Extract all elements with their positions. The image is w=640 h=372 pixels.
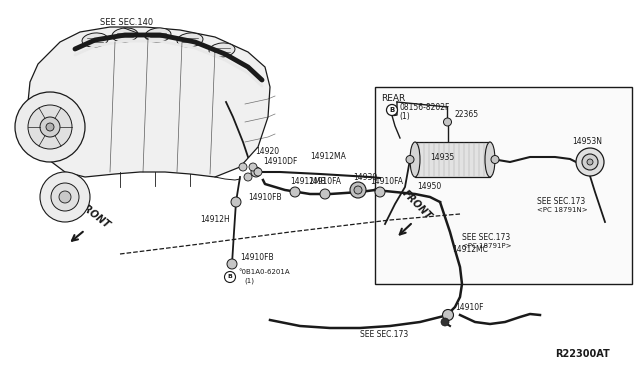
Circle shape	[387, 105, 397, 115]
Text: 14910DF: 14910DF	[263, 157, 298, 166]
Text: 14912MC: 14912MC	[452, 245, 488, 254]
Text: 14912MB: 14912MB	[290, 177, 326, 186]
Circle shape	[51, 183, 79, 211]
Text: <PC 18791N>: <PC 18791N>	[537, 207, 588, 213]
Circle shape	[40, 172, 90, 222]
Text: 08156-8202F: 08156-8202F	[399, 103, 449, 112]
Text: B: B	[389, 107, 395, 113]
Text: 14950: 14950	[417, 182, 441, 191]
Circle shape	[225, 272, 236, 282]
Text: FRONT: FRONT	[400, 189, 433, 222]
Bar	[415, 142, 490, 177]
Text: REAR: REAR	[381, 94, 405, 103]
Circle shape	[441, 318, 449, 326]
Ellipse shape	[209, 43, 235, 57]
Ellipse shape	[485, 142, 495, 177]
Circle shape	[587, 159, 593, 165]
Circle shape	[582, 154, 598, 170]
Ellipse shape	[145, 28, 171, 42]
Text: 14920: 14920	[255, 147, 279, 156]
Text: 14910F: 14910F	[455, 303, 483, 312]
Text: 14910FA: 14910FA	[370, 177, 403, 186]
Text: 14910FA: 14910FA	[308, 177, 341, 186]
Circle shape	[40, 117, 60, 137]
Circle shape	[576, 148, 604, 176]
Text: SEE SEC.140: SEE SEC.140	[100, 18, 153, 27]
Circle shape	[227, 259, 237, 269]
Text: B: B	[228, 275, 232, 279]
Text: 14939: 14939	[353, 173, 377, 182]
Ellipse shape	[112, 28, 138, 42]
Text: 14912H: 14912H	[200, 215, 230, 224]
Text: SEE SEC.173: SEE SEC.173	[360, 330, 408, 339]
Circle shape	[244, 173, 252, 181]
Circle shape	[290, 187, 300, 197]
Ellipse shape	[410, 142, 420, 177]
Text: °0B1A0-6201A: °0B1A0-6201A	[238, 269, 290, 275]
Circle shape	[249, 163, 257, 171]
Text: 14910FB: 14910FB	[240, 253, 274, 262]
Text: SEE SEC.173: SEE SEC.173	[537, 197, 585, 206]
Text: 14910FB: 14910FB	[248, 193, 282, 202]
Text: 14912MA: 14912MA	[310, 152, 346, 161]
Text: 22365: 22365	[454, 110, 479, 119]
Circle shape	[350, 182, 366, 198]
Circle shape	[231, 197, 241, 207]
Text: 14935: 14935	[430, 153, 454, 162]
Circle shape	[15, 92, 85, 162]
Circle shape	[239, 163, 247, 171]
Text: (1): (1)	[244, 277, 254, 283]
Circle shape	[28, 105, 72, 149]
Circle shape	[354, 186, 362, 194]
Text: FRONT: FRONT	[77, 199, 113, 230]
Text: (1): (1)	[399, 112, 410, 122]
Circle shape	[320, 189, 330, 199]
Circle shape	[375, 187, 385, 197]
Text: <PC 18791P>: <PC 18791P>	[462, 243, 511, 249]
Circle shape	[46, 123, 54, 131]
Text: 14953N: 14953N	[572, 137, 602, 146]
Circle shape	[251, 167, 261, 177]
Circle shape	[406, 155, 414, 164]
Text: SEE SEC.173: SEE SEC.173	[462, 233, 510, 242]
Polygon shape	[28, 27, 270, 177]
Bar	[375, 87, 632, 284]
Ellipse shape	[82, 33, 108, 47]
Circle shape	[59, 191, 71, 203]
Circle shape	[491, 155, 499, 164]
Text: R22300AT: R22300AT	[555, 349, 610, 359]
Circle shape	[254, 168, 262, 176]
Circle shape	[442, 310, 454, 321]
Ellipse shape	[177, 33, 203, 47]
Circle shape	[444, 118, 451, 126]
